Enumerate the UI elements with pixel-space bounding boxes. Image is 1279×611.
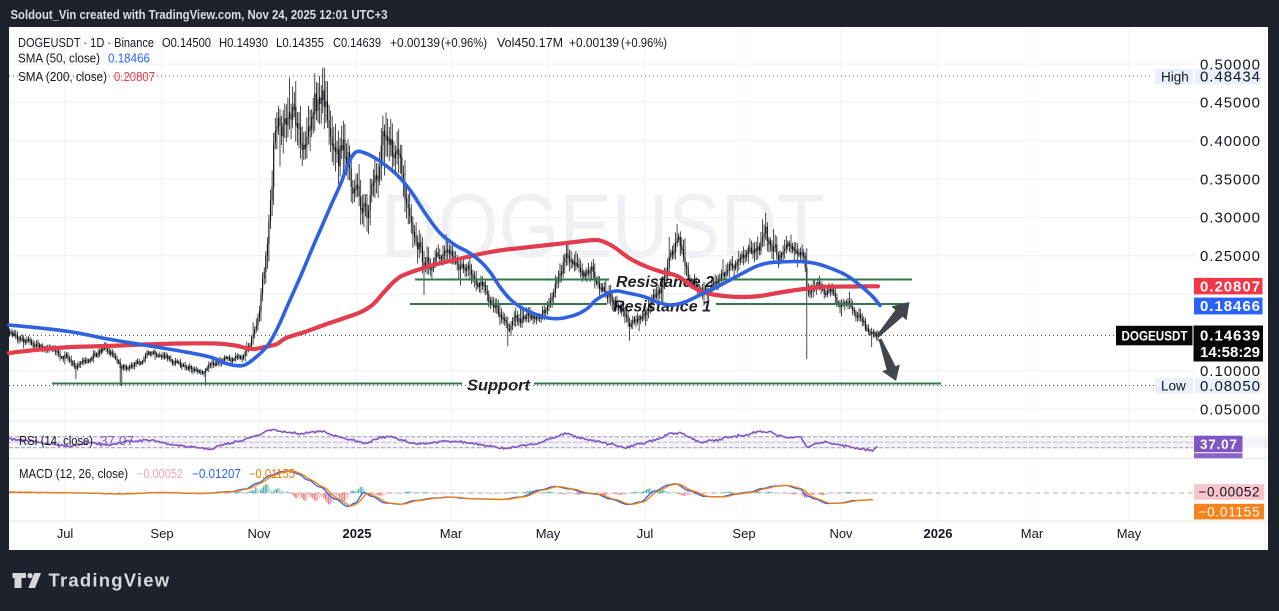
svg-text:+0.00139: +0.00139 (569, 35, 619, 50)
svg-text:TradingView: TradingView (49, 570, 171, 591)
svg-text:0.30000: 0.30000 (1200, 210, 1260, 227)
svg-text:0.50000: 0.50000 (1200, 56, 1260, 73)
svg-text:Mar: Mar (440, 526, 463, 541)
svg-text:Nov: Nov (829, 526, 853, 541)
svg-text:0.20807: 0.20807 (114, 70, 155, 84)
svg-text:DOGEUSDT · 1D · Binance: DOGEUSDT · 1D · Binance (18, 35, 154, 50)
svg-text:−0.00052: −0.00052 (1199, 485, 1260, 500)
svg-text:May: May (1117, 526, 1142, 541)
svg-text:2026: 2026 (924, 526, 953, 541)
svg-text:0.35000: 0.35000 (1200, 171, 1260, 188)
svg-text:+0.00139: +0.00139 (390, 35, 440, 50)
svg-text:0.20807: 0.20807 (1200, 278, 1260, 295)
svg-text:Jul: Jul (57, 526, 74, 541)
svg-text:High: High (1161, 70, 1189, 85)
svg-text:0.08050: 0.08050 (1200, 378, 1260, 395)
svg-text:Sep: Sep (150, 526, 173, 541)
svg-text:37.07: 37.07 (1200, 437, 1237, 452)
svg-text:(+0.96%): (+0.96%) (441, 35, 487, 50)
svg-text:2025: 2025 (343, 526, 372, 541)
svg-text:−0.01155: −0.01155 (249, 467, 295, 481)
svg-text:SMA (50, close): SMA (50, close) (18, 52, 100, 66)
svg-text:(+0.96%): (+0.96%) (621, 35, 667, 50)
svg-text:0.40000: 0.40000 (1200, 133, 1260, 150)
svg-text:0.45000: 0.45000 (1200, 95, 1260, 112)
svg-text:Support: Support (467, 378, 531, 395)
svg-text:MACD (12, 26, close): MACD (12, 26, close) (19, 467, 128, 481)
svg-text:Low: Low (1161, 379, 1186, 394)
svg-text:L0.14355: L0.14355 (276, 35, 324, 50)
svg-text:Sep: Sep (732, 526, 755, 541)
svg-text:H0.14930: H0.14930 (219, 35, 268, 50)
svg-text:0.14639: 0.14639 (1200, 328, 1260, 345)
svg-text:14:58:29: 14:58:29 (1200, 344, 1260, 361)
svg-text:−0.01155: −0.01155 (1199, 504, 1260, 519)
svg-text:0.25000: 0.25000 (1200, 248, 1260, 265)
svg-text:Soldout_Vin created with Tradi: Soldout_Vin created with TradingView.com… (11, 7, 388, 22)
svg-text:O0.14500: O0.14500 (162, 35, 211, 50)
svg-text:Jul: Jul (637, 526, 654, 541)
svg-text:−0.01207: −0.01207 (192, 467, 241, 481)
svg-text:0.10000: 0.10000 (1200, 363, 1260, 380)
svg-text:C0.14639: C0.14639 (333, 35, 381, 50)
svg-text:Mar: Mar (1021, 526, 1044, 541)
svg-text:May: May (536, 526, 561, 541)
svg-text:RSI (14, close): RSI (14, close) (19, 434, 93, 448)
svg-text:0.05000: 0.05000 (1200, 401, 1260, 418)
svg-text:Nov: Nov (247, 526, 271, 541)
svg-text:SMA (200, close): SMA (200, close) (18, 70, 107, 84)
svg-text:37.07: 37.07 (100, 434, 134, 448)
svg-text:Vol450.17M: Vol450.17M (497, 35, 563, 50)
svg-text:0.18466: 0.18466 (1200, 298, 1260, 315)
svg-text:0.48434: 0.48434 (1200, 68, 1260, 85)
svg-text:Resistance 1: Resistance 1 (613, 299, 711, 316)
svg-text:0.18466: 0.18466 (108, 52, 150, 66)
svg-text:DOGEUSDT: DOGEUSDT (1122, 328, 1189, 343)
svg-text:−0.00052: −0.00052 (137, 467, 183, 481)
